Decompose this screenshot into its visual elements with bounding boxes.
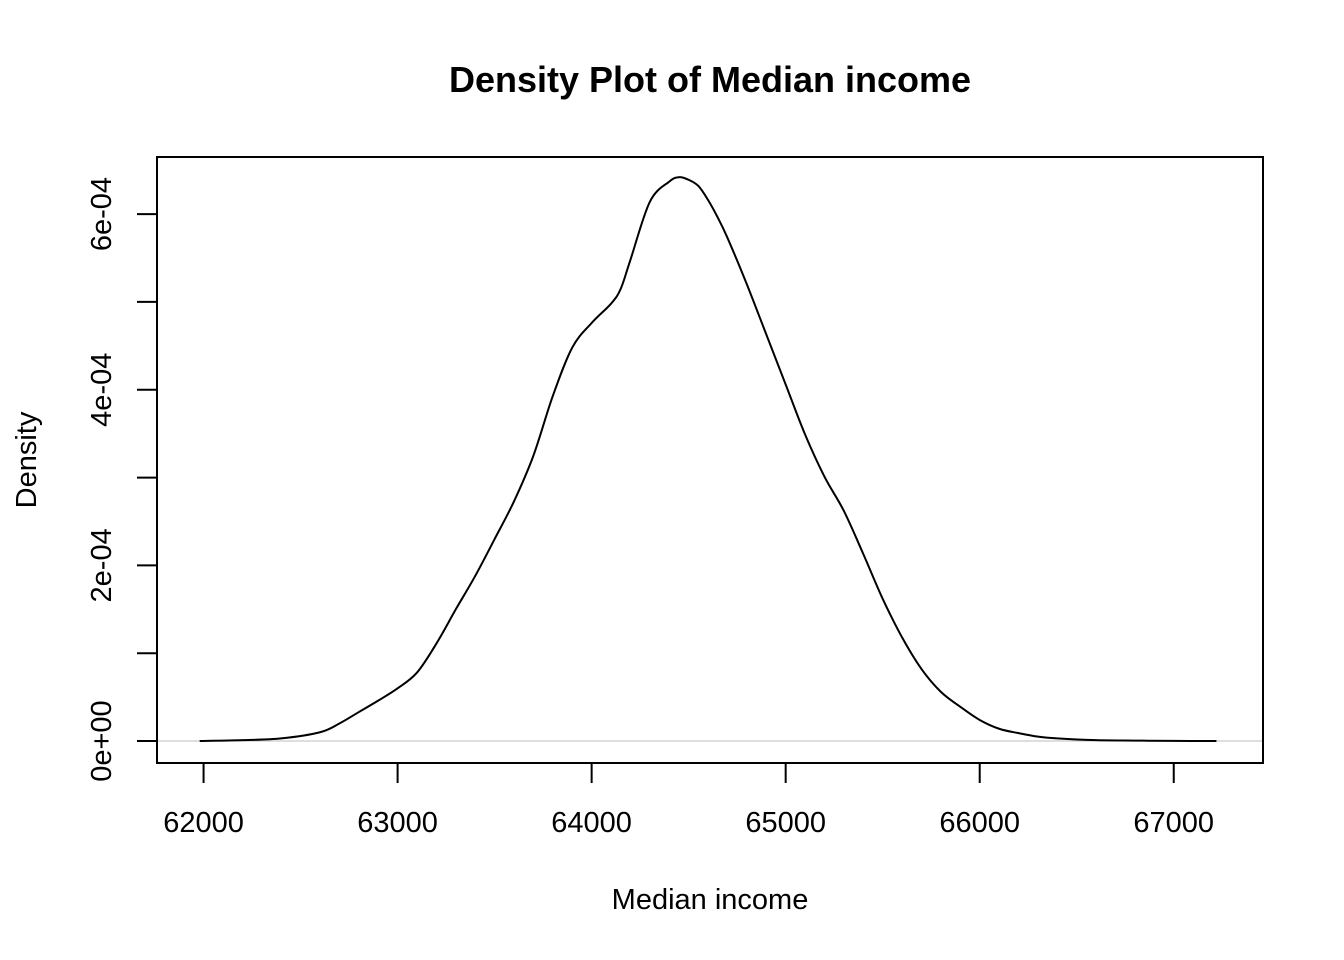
x-tick-label: 67000 — [1133, 807, 1214, 839]
density-curve — [199, 176, 1217, 743]
y-axis: 0e+00 2e-04 4e-04 6e-04 — [86, 177, 157, 782]
x-tick-label: 65000 — [745, 807, 826, 839]
x-tick-label: 64000 — [551, 807, 632, 839]
y-tick-label: 2e-04 — [86, 528, 118, 602]
y-tick-label: 4e-04 — [86, 353, 118, 427]
plot-frame — [156, 156, 1264, 764]
chart-title: Density Plot of Median income — [449, 59, 971, 100]
x-axis-label: Median income — [612, 884, 809, 916]
x-axis: 62000 63000 64000 65000 66000 67000 — [163, 763, 1214, 839]
x-tick-label: 66000 — [939, 807, 1020, 839]
y-axis-label: Density — [11, 411, 43, 508]
x-tick-label: 62000 — [163, 807, 244, 839]
y-tick-label: 6e-04 — [86, 177, 118, 251]
y-tick-label: 0e+00 — [86, 700, 118, 781]
x-tick-label: 63000 — [357, 807, 438, 839]
